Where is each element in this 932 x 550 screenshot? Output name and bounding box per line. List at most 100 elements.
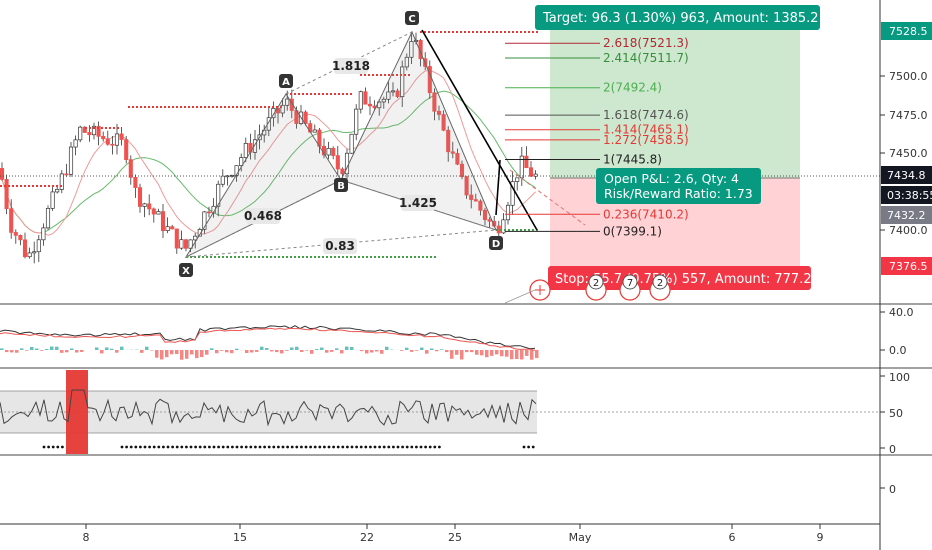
candlesticks	[0, 31, 538, 264]
macd-bar	[110, 348, 114, 350]
macd-bar	[265, 348, 269, 350]
rsi-pane[interactable]	[0, 389, 537, 449]
candle	[183, 239, 189, 252]
macd-bar	[155, 350, 159, 358]
svg-text:0.83: 0.83	[325, 239, 355, 253]
macd-bar	[65, 350, 69, 353]
sr-level	[286, 93, 352, 95]
fib-level: 0(7399.1)	[505, 224, 662, 238]
fib-level: 2.618(7521.3)	[505, 36, 689, 50]
extra-axis[interactable]: 0	[880, 483, 896, 496]
macd-axis[interactable]: 40.0 0.0	[880, 306, 914, 357]
svg-text:03:38:55: 03:38:55	[887, 189, 932, 202]
svg-text:7: 7	[627, 278, 633, 289]
rsi-dot	[438, 445, 441, 449]
candle	[409, 31, 414, 64]
macd-bar	[450, 350, 454, 359]
fib-label: 2(7492.4)	[603, 81, 662, 95]
macd-bar	[150, 350, 154, 351]
macd-pane[interactable]	[0, 325, 539, 360]
candle	[455, 148, 460, 166]
candle	[441, 110, 446, 132]
price-axis[interactable]: 7500.0 7475.0 7450.0 7400.0 7528.5 7434.…	[880, 22, 932, 275]
rsi-dot	[171, 445, 175, 449]
macd-bar	[385, 346, 389, 350]
candle	[59, 170, 64, 194]
target-label[interactable]: Target: 96.3 (1.30%) 963, Amount: 1385.2	[535, 5, 820, 30]
macd-bar	[60, 350, 64, 353]
candle	[64, 163, 69, 177]
svg-text:0.468: 0.468	[244, 209, 282, 223]
macd-bar	[170, 350, 174, 355]
event-badge[interactable]	[529, 279, 551, 301]
rsi-dot	[263, 445, 266, 449]
fib-label: 0(7399.1)	[603, 224, 662, 238]
candle	[386, 81, 391, 104]
svg-text:2: 2	[593, 278, 599, 289]
macd-bar	[195, 350, 199, 359]
macd-bar	[360, 350, 364, 352]
pattern-point[interactable]: A	[279, 74, 293, 88]
macd-bar	[415, 350, 419, 351]
rsi-axis[interactable]: 100 50 0	[880, 371, 910, 456]
candle	[469, 184, 474, 209]
fib-label: 1.414(7465.1)	[603, 123, 689, 137]
event-badge[interactable]: 2	[585, 274, 607, 301]
rsi-dot	[139, 445, 142, 449]
target-zone[interactable]	[550, 22, 800, 178]
macd-bar	[310, 350, 314, 354]
event-badge[interactable]: 7	[619, 274, 641, 301]
pattern-point[interactable]: X	[179, 263, 193, 277]
pattern-point[interactable]: B	[334, 178, 348, 192]
candle	[110, 136, 115, 155]
stop-label[interactable]: Stop: 55.7 (0.75%) 557, Amount: 777.2	[548, 266, 812, 290]
macd-bar	[305, 350, 309, 351]
candle	[528, 161, 534, 177]
candle	[395, 88, 400, 99]
svg-text:0: 0	[889, 443, 896, 456]
candle	[36, 234, 41, 263]
rsi-dot	[189, 445, 193, 449]
svg-text:1.818: 1.818	[332, 59, 370, 73]
rsi-dot	[120, 445, 124, 449]
time-label: 8	[83, 531, 90, 544]
candle	[505, 201, 511, 225]
macd-bar	[400, 350, 404, 351]
candle	[128, 155, 133, 185]
sr-level	[85, 127, 119, 129]
pattern-point[interactable]: C	[405, 11, 419, 25]
rsi-dot	[249, 445, 253, 449]
macd-bar	[470, 350, 474, 353]
event-badges[interactable]: 2 7 2	[504, 274, 671, 304]
macd-bar	[525, 350, 529, 356]
pattern-point[interactable]: D	[489, 236, 503, 250]
trend-line[interactable]	[421, 29, 538, 231]
candle	[519, 146, 524, 186]
candle	[151, 207, 156, 223]
trend-line-2[interactable]	[495, 159, 501, 216]
sr-level	[360, 74, 410, 76]
svg-text:7432.2: 7432.2	[887, 209, 926, 222]
pnl-label[interactable]: Open P&L: 2.6, Qty: 4 Risk/Reward Ratio:…	[596, 168, 761, 204]
macd-bar	[10, 350, 14, 353]
macd-bar	[505, 350, 509, 357]
pattern-points: X A B C D	[179, 11, 503, 277]
macd-bar	[485, 350, 489, 358]
rsi-dot	[396, 445, 400, 449]
macd-bar	[380, 350, 384, 354]
stop-price-label	[881, 257, 932, 275]
event-badge[interactable]: 2	[649, 274, 671, 301]
sr-level	[420, 31, 538, 33]
macd-bar	[460, 350, 464, 360]
candle	[243, 137, 248, 163]
rsi-dot	[419, 445, 423, 449]
macd-bar	[165, 350, 169, 358]
sr-level	[0, 185, 62, 187]
time-axis[interactable]: 8 15 22 25 May 6 9	[83, 524, 824, 544]
candle	[367, 96, 373, 116]
rsi-dot	[267, 445, 271, 449]
svg-text:0.0: 0.0	[889, 344, 907, 357]
macd-bar	[520, 350, 524, 360]
svg-text:C: C	[408, 14, 415, 25]
